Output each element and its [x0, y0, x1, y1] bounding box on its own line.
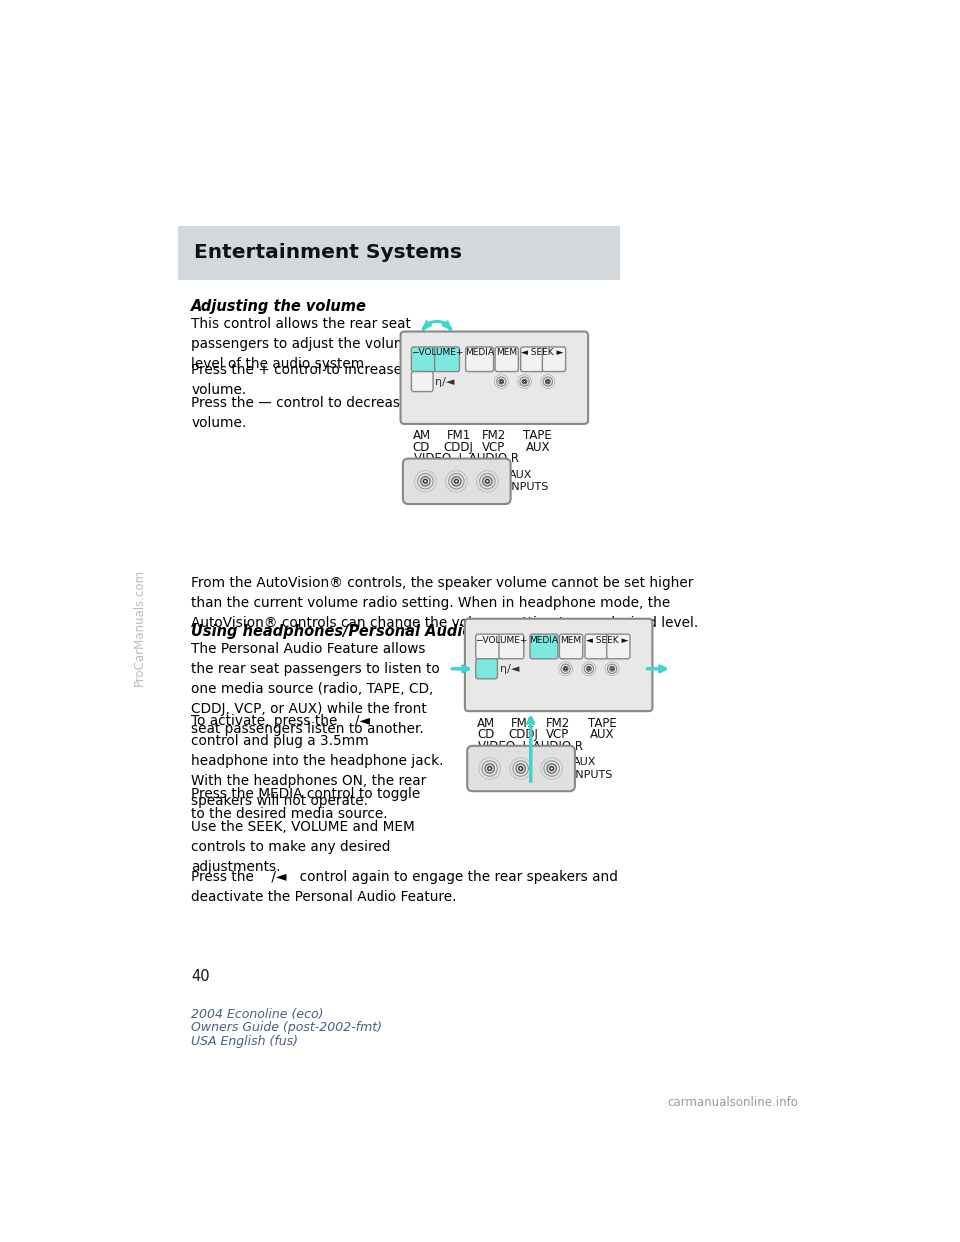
- Text: ◄ SEEK ►: ◄ SEEK ►: [586, 636, 628, 645]
- Text: USA English (fus): USA English (fus): [191, 1036, 299, 1048]
- Text: AUX
INPUTS: AUX INPUTS: [573, 758, 613, 780]
- Text: Entertainment Systems: Entertainment Systems: [194, 243, 462, 262]
- Text: CD: CD: [477, 728, 494, 741]
- Text: From the AutoVision® controls, the speaker volume cannot be set higher
than the : From the AutoVision® controls, the speak…: [191, 576, 699, 631]
- FancyBboxPatch shape: [400, 332, 588, 424]
- Text: −VOLUME+: −VOLUME+: [411, 349, 463, 358]
- Text: FM1: FM1: [511, 717, 535, 729]
- FancyBboxPatch shape: [412, 371, 433, 391]
- Text: VIDEO  L AUDIO R: VIDEO L AUDIO R: [414, 452, 518, 466]
- FancyBboxPatch shape: [542, 347, 565, 371]
- Text: Press the — control to decrease the
volume.: Press the — control to decrease the volu…: [191, 396, 436, 430]
- FancyBboxPatch shape: [585, 635, 609, 658]
- Text: CDDJ: CDDJ: [508, 728, 538, 741]
- Text: MEM: MEM: [561, 636, 582, 645]
- FancyBboxPatch shape: [520, 347, 544, 371]
- Text: carmanualsonline.info: carmanualsonline.info: [667, 1097, 798, 1109]
- Text: CD: CD: [413, 441, 430, 453]
- FancyBboxPatch shape: [412, 347, 436, 371]
- Text: AM: AM: [413, 430, 430, 442]
- Text: MEDIA: MEDIA: [529, 636, 559, 645]
- FancyBboxPatch shape: [495, 347, 518, 371]
- FancyBboxPatch shape: [465, 619, 653, 712]
- FancyBboxPatch shape: [560, 635, 583, 658]
- Text: FM2: FM2: [545, 717, 570, 729]
- Text: FM2: FM2: [481, 430, 506, 442]
- Text: CDDJ: CDDJ: [444, 441, 473, 453]
- Text: Using headphones/Personal Audio Feature: Using headphones/Personal Audio Feature: [191, 625, 540, 640]
- Text: VCP: VCP: [546, 728, 569, 741]
- Text: TAPE: TAPE: [588, 717, 616, 729]
- Text: VIDEO  L AUDIO R: VIDEO L AUDIO R: [478, 740, 583, 753]
- Text: To activate, press the    /◄
control and plug a 3.5mm
headphone into the headpho: To activate, press the /◄ control and pl…: [191, 714, 444, 809]
- Text: ProCarManuals.com: ProCarManuals.com: [132, 569, 146, 686]
- Text: 2004 Econoline (eco): 2004 Econoline (eco): [191, 1007, 324, 1021]
- Text: This control allows the rear seat
passengers to adjust the volume
level of the a: This control allows the rear seat passen…: [191, 317, 416, 371]
- Text: MEDIA: MEDIA: [465, 349, 494, 358]
- Text: VCP: VCP: [482, 441, 505, 453]
- Text: TAPE: TAPE: [523, 430, 552, 442]
- FancyBboxPatch shape: [435, 347, 460, 371]
- FancyBboxPatch shape: [403, 458, 511, 504]
- Text: AM: AM: [477, 717, 494, 729]
- Text: −VOLUME+: −VOLUME+: [475, 636, 527, 645]
- FancyBboxPatch shape: [499, 635, 524, 658]
- Text: Press the + control to increase the
volume.: Press the + control to increase the volu…: [191, 363, 429, 397]
- Text: Adjusting the volume: Adjusting the volume: [191, 299, 367, 314]
- FancyBboxPatch shape: [607, 635, 630, 658]
- FancyBboxPatch shape: [530, 635, 558, 658]
- FancyBboxPatch shape: [476, 658, 497, 679]
- Text: 40: 40: [191, 969, 210, 984]
- Text: Press the MEDIA control to toggle
to the desired media source.: Press the MEDIA control to toggle to the…: [191, 786, 420, 821]
- Text: FM1: FM1: [446, 430, 470, 442]
- Text: Use the SEEK, VOLUME and MEM
controls to make any desired
adjustments.: Use the SEEK, VOLUME and MEM controls to…: [191, 820, 415, 874]
- Text: MEM: MEM: [496, 349, 517, 358]
- Text: AUX
INPUTS: AUX INPUTS: [509, 469, 549, 493]
- Bar: [179, 226, 620, 279]
- Text: η/◄: η/◄: [436, 376, 455, 386]
- Text: AUX: AUX: [589, 728, 614, 741]
- Text: Owners Guide (post-2002-fmt): Owners Guide (post-2002-fmt): [191, 1021, 382, 1035]
- Text: AUX: AUX: [525, 441, 550, 453]
- Text: Press the    /◄   control again to engage the rear speakers and
deactivate the P: Press the /◄ control again to engage the…: [191, 869, 618, 904]
- Text: ◄ SEEK ►: ◄ SEEK ►: [521, 349, 564, 358]
- Text: The Personal Audio Feature allows
the rear seat passengers to listen to
one medi: The Personal Audio Feature allows the re…: [191, 642, 440, 737]
- FancyBboxPatch shape: [476, 635, 500, 658]
- FancyBboxPatch shape: [468, 745, 575, 791]
- Text: η/◄: η/◄: [500, 663, 519, 674]
- FancyBboxPatch shape: [466, 347, 493, 371]
